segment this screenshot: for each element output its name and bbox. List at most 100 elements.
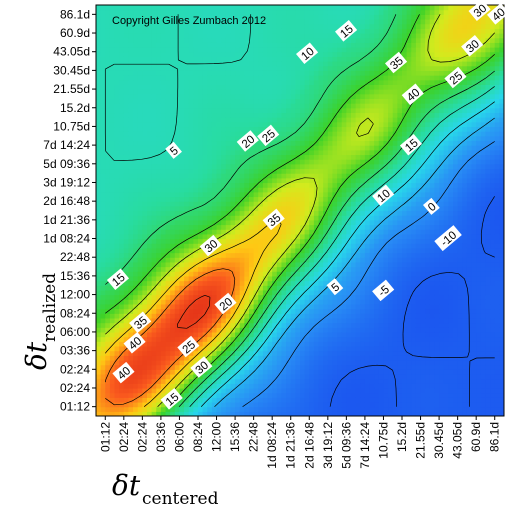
heatmap-cell bbox=[272, 383, 278, 389]
heatmap-cell bbox=[341, 117, 347, 123]
heatmap-cell bbox=[109, 392, 116, 398]
heatmap-cell bbox=[156, 275, 162, 282]
heatmap-cell bbox=[202, 285, 208, 291]
heatmap-cell bbox=[225, 163, 232, 170]
heatmap-cell bbox=[225, 359, 232, 366]
heatmap-cell bbox=[272, 177, 278, 184]
heatmap-cell bbox=[244, 196, 250, 202]
heatmap-cell bbox=[225, 266, 232, 272]
heatmap-cell bbox=[96, 210, 102, 216]
heatmap-cell bbox=[337, 275, 343, 282]
heatmap-cell bbox=[304, 19, 310, 25]
heatmap-cell bbox=[221, 252, 227, 258]
heatmap-cell bbox=[100, 364, 106, 370]
heatmap-cell bbox=[304, 70, 310, 76]
heatmap-cell bbox=[337, 65, 343, 71]
heatmap-cell bbox=[100, 23, 106, 29]
heatmap-cell bbox=[341, 210, 347, 216]
heatmap-cell bbox=[272, 19, 278, 25]
heatmap-cell bbox=[323, 61, 329, 67]
heatmap-cell bbox=[332, 168, 338, 174]
heatmap-cell bbox=[323, 243, 329, 249]
heatmap-cell bbox=[300, 140, 306, 146]
heatmap-cell bbox=[198, 378, 204, 384]
heatmap-cell bbox=[318, 79, 324, 85]
heatmap-cell bbox=[109, 299, 116, 305]
heatmap-cell bbox=[174, 140, 181, 146]
heatmap-cell bbox=[225, 205, 232, 212]
heatmap-cell bbox=[267, 401, 273, 408]
heatmap-cell bbox=[332, 182, 338, 188]
heatmap-cell bbox=[244, 280, 250, 286]
heatmap-cell bbox=[323, 261, 329, 268]
heatmap-cell bbox=[165, 196, 171, 202]
heatmap-cell bbox=[244, 173, 250, 179]
heatmap-cell bbox=[332, 75, 338, 81]
heatmap-cell bbox=[137, 89, 143, 95]
heatmap-cell bbox=[262, 252, 269, 258]
heatmap-cell bbox=[230, 23, 236, 29]
heatmap-cell bbox=[100, 79, 106, 85]
heatmap-cell bbox=[300, 266, 306, 272]
heatmap-cell bbox=[286, 294, 292, 300]
heatmap-cell bbox=[207, 308, 213, 314]
heatmap-cell bbox=[137, 299, 143, 305]
heatmap-cell bbox=[318, 364, 324, 370]
heatmap-cell bbox=[300, 37, 306, 43]
heatmap-cell bbox=[221, 383, 227, 389]
heatmap-cell bbox=[313, 135, 320, 142]
heatmap-cell bbox=[313, 317, 320, 324]
heatmap-cell bbox=[225, 369, 232, 375]
heatmap-cell bbox=[160, 187, 167, 193]
heatmap-cell bbox=[313, 9, 320, 15]
heatmap-cell bbox=[253, 229, 259, 235]
heatmap-cell bbox=[188, 215, 194, 221]
heatmap-cell bbox=[188, 308, 194, 314]
heatmap-cell bbox=[286, 163, 292, 170]
heatmap-cell bbox=[198, 14, 204, 20]
heatmap-cell bbox=[211, 47, 218, 53]
heatmap-cell bbox=[318, 331, 324, 338]
heatmap-cell bbox=[300, 229, 306, 235]
heatmap-cell bbox=[337, 37, 343, 43]
heatmap-cell bbox=[114, 219, 120, 226]
heatmap-cell bbox=[225, 61, 232, 67]
heatmap-cell bbox=[341, 140, 347, 146]
heatmap-cell bbox=[119, 84, 125, 90]
heatmap-cell bbox=[313, 247, 320, 254]
heatmap-cell bbox=[165, 5, 171, 11]
heatmap-cell bbox=[202, 252, 208, 258]
heatmap-cell bbox=[318, 112, 324, 118]
heatmap-cell bbox=[193, 28, 199, 34]
heatmap-cell bbox=[202, 299, 208, 305]
heatmap-cell bbox=[323, 42, 329, 48]
heatmap-cell bbox=[332, 51, 338, 57]
heatmap-cell bbox=[207, 79, 213, 85]
heatmap-cell bbox=[272, 373, 278, 380]
heatmap-cell bbox=[142, 205, 148, 212]
heatmap-cell bbox=[295, 308, 301, 314]
heatmap-cell bbox=[225, 191, 232, 198]
heatmap-cell bbox=[244, 168, 250, 174]
heatmap-cell bbox=[151, 322, 157, 328]
heatmap-cell bbox=[300, 187, 306, 193]
heatmap-cell bbox=[267, 140, 273, 146]
heatmap-cell bbox=[318, 392, 324, 398]
heatmap-cell bbox=[142, 247, 148, 254]
heatmap-cell bbox=[272, 112, 278, 118]
heatmap-cell bbox=[221, 280, 227, 286]
heatmap-cell bbox=[221, 107, 227, 114]
heatmap-cell bbox=[281, 112, 287, 118]
heatmap-cell bbox=[267, 145, 273, 151]
heatmap-cell bbox=[230, 210, 236, 216]
heatmap-cell bbox=[276, 65, 283, 71]
heatmap-cell bbox=[281, 359, 287, 366]
heatmap-cell bbox=[128, 229, 134, 235]
heatmap-cell bbox=[96, 121, 102, 128]
heatmap-cell bbox=[147, 149, 153, 156]
heatmap-cell bbox=[179, 47, 185, 53]
heatmap-cell bbox=[300, 79, 306, 85]
heatmap-cell bbox=[276, 313, 283, 319]
heatmap-cell bbox=[216, 98, 222, 104]
heatmap-cell bbox=[323, 308, 329, 314]
